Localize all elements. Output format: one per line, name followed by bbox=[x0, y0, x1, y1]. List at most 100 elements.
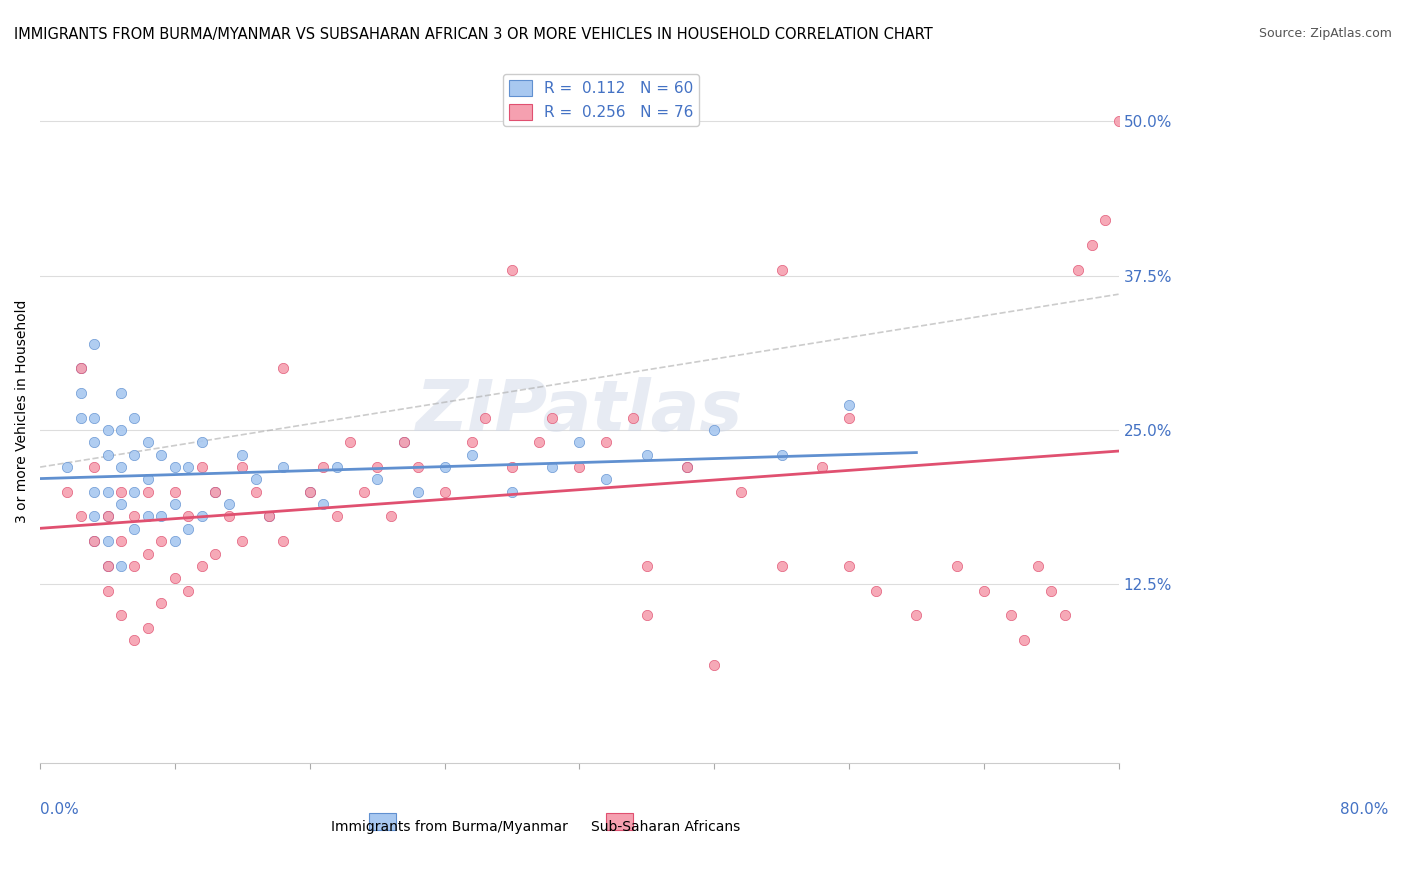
Point bbox=[838, 398, 860, 412]
Point bbox=[433, 460, 456, 475]
Text: 0.0%: 0.0% bbox=[41, 802, 79, 817]
Point bbox=[325, 460, 347, 475]
FancyBboxPatch shape bbox=[606, 813, 633, 830]
Point bbox=[191, 460, 214, 475]
Point bbox=[204, 547, 226, 561]
Point bbox=[353, 484, 375, 499]
Point bbox=[177, 583, 200, 598]
Point bbox=[231, 534, 253, 549]
Point bbox=[83, 534, 105, 549]
Point bbox=[218, 497, 240, 511]
Point bbox=[595, 435, 617, 450]
Point bbox=[298, 484, 321, 499]
Point bbox=[271, 361, 294, 376]
Point bbox=[110, 386, 132, 401]
Point bbox=[838, 410, 860, 425]
Point bbox=[124, 410, 146, 425]
Point bbox=[69, 410, 91, 425]
Point bbox=[96, 558, 118, 573]
Point bbox=[110, 484, 132, 499]
Point bbox=[96, 484, 118, 499]
FancyBboxPatch shape bbox=[368, 813, 396, 830]
Point bbox=[568, 460, 591, 475]
Point bbox=[83, 484, 105, 499]
Text: ZIPatlas: ZIPatlas bbox=[416, 377, 742, 446]
Point bbox=[136, 509, 159, 524]
Point bbox=[460, 435, 482, 450]
Point bbox=[69, 386, 91, 401]
Point bbox=[1080, 237, 1102, 252]
Point bbox=[191, 558, 214, 573]
Point bbox=[271, 460, 294, 475]
Point bbox=[905, 608, 928, 623]
Point bbox=[433, 484, 456, 499]
Point bbox=[527, 435, 550, 450]
Point bbox=[366, 472, 388, 486]
Y-axis label: 3 or more Vehicles in Household: 3 or more Vehicles in Household bbox=[15, 300, 30, 524]
Point bbox=[96, 583, 118, 598]
Point bbox=[124, 448, 146, 462]
Text: IMMIGRANTS FROM BURMA/MYANMAR VS SUBSAHARAN AFRICAN 3 OR MORE VEHICLES IN HOUSEH: IMMIGRANTS FROM BURMA/MYANMAR VS SUBSAHA… bbox=[14, 27, 932, 42]
Point bbox=[69, 361, 91, 376]
Point bbox=[163, 484, 186, 499]
Point bbox=[392, 435, 415, 450]
Point bbox=[703, 657, 725, 672]
Point bbox=[136, 621, 159, 635]
Point bbox=[770, 558, 793, 573]
Point bbox=[124, 484, 146, 499]
Point bbox=[541, 410, 564, 425]
Point bbox=[150, 534, 173, 549]
Point bbox=[501, 262, 523, 277]
Point bbox=[177, 509, 200, 524]
Point bbox=[339, 435, 361, 450]
Point bbox=[110, 558, 132, 573]
Point bbox=[730, 484, 752, 499]
Point bbox=[568, 435, 591, 450]
Point bbox=[259, 509, 281, 524]
Text: Source: ZipAtlas.com: Source: ZipAtlas.com bbox=[1258, 27, 1392, 40]
Point bbox=[110, 534, 132, 549]
Point bbox=[838, 558, 860, 573]
Point bbox=[124, 522, 146, 536]
Point bbox=[245, 484, 267, 499]
Point bbox=[177, 460, 200, 475]
Point bbox=[69, 509, 91, 524]
Point bbox=[136, 472, 159, 486]
Point bbox=[163, 571, 186, 585]
Point bbox=[621, 410, 644, 425]
Point bbox=[69, 361, 91, 376]
Point bbox=[392, 435, 415, 450]
Point bbox=[110, 497, 132, 511]
Point bbox=[83, 410, 105, 425]
Point bbox=[1094, 213, 1116, 227]
Point bbox=[218, 509, 240, 524]
Point bbox=[191, 509, 214, 524]
Point bbox=[474, 410, 496, 425]
Point bbox=[204, 484, 226, 499]
Point bbox=[136, 435, 159, 450]
Point bbox=[460, 448, 482, 462]
Point bbox=[110, 460, 132, 475]
Point bbox=[83, 435, 105, 450]
Point bbox=[946, 558, 969, 573]
Point bbox=[501, 460, 523, 475]
Point bbox=[259, 509, 281, 524]
Point bbox=[1067, 262, 1090, 277]
Point bbox=[541, 460, 564, 475]
Point bbox=[163, 534, 186, 549]
Point bbox=[191, 435, 214, 450]
Point bbox=[636, 608, 658, 623]
Point bbox=[406, 484, 429, 499]
Point bbox=[1053, 608, 1076, 623]
Point bbox=[150, 596, 173, 610]
Point bbox=[150, 448, 173, 462]
Point bbox=[96, 558, 118, 573]
Point bbox=[83, 460, 105, 475]
Point bbox=[636, 558, 658, 573]
Point bbox=[770, 262, 793, 277]
Point bbox=[96, 509, 118, 524]
Point bbox=[366, 460, 388, 475]
Point bbox=[163, 460, 186, 475]
Point bbox=[406, 460, 429, 475]
Point bbox=[124, 558, 146, 573]
